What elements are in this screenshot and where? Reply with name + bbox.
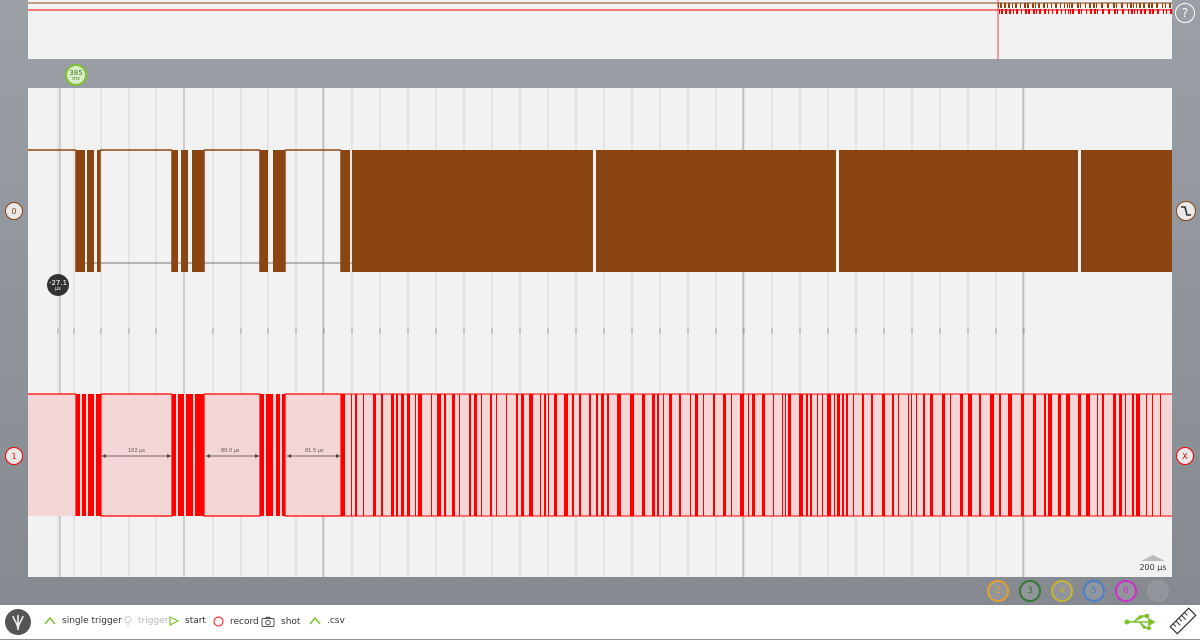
- timescale-indicator[interactable]: 200 µs: [1138, 555, 1168, 572]
- channel-1-remove-button[interactable]: X: [1176, 447, 1194, 465]
- app-logo: [5, 609, 31, 635]
- channel-select-label: 2: [995, 586, 1001, 596]
- waveform-panel[interactable]: 102 µs 80.0 µs 81.5 µs: [28, 88, 1172, 577]
- record-label: record: [230, 616, 259, 627]
- time-marker-value: 385: [69, 68, 83, 77]
- time-marker-unit: ms: [72, 75, 80, 82]
- channel-select-label: 3: [1027, 586, 1033, 596]
- channel-1-label: 1: [11, 451, 17, 461]
- play-icon: [169, 616, 179, 626]
- help-icon: ?: [1181, 6, 1189, 20]
- pulse-measurement-2: 80.0 µs: [221, 448, 240, 454]
- shot-label: shot: [281, 616, 301, 627]
- channel-select-label: 4: [1059, 586, 1065, 596]
- time-marker-primary[interactable]: 385 ms: [65, 64, 87, 86]
- channel-7-select-button[interactable]: 7: [1147, 580, 1169, 602]
- timescale-triangle-icon: [1141, 555, 1165, 561]
- channel-1-button[interactable]: 1: [5, 447, 23, 465]
- camera-icon: [261, 616, 275, 627]
- close-icon: X: [1182, 451, 1188, 461]
- csv-label: .csv: [327, 616, 345, 626]
- waveform-canvas: [28, 88, 1172, 577]
- falling-edge-trigger-icon: [1181, 206, 1191, 216]
- channel-select-label: 7: [1155, 586, 1161, 596]
- start-button[interactable]: start: [169, 616, 206, 626]
- channel-0-button[interactable]: 0: [5, 202, 23, 220]
- time-marker-value: -27.1: [48, 278, 68, 287]
- bottom-toolbar: [0, 605, 1200, 639]
- export-csv-button[interactable]: .csv: [309, 616, 345, 626]
- overview-panel[interactable]: [28, 0, 1172, 59]
- channel-2-select-button[interactable]: 2: [987, 580, 1009, 602]
- time-marker-secondary[interactable]: -27.1 µs: [47, 274, 69, 296]
- channel-5-select-button[interactable]: 5: [1083, 580, 1105, 602]
- single-trigger-label: single trigger: [62, 616, 122, 626]
- help-button[interactable]: ?: [1175, 3, 1195, 23]
- trigger-label: trigger: [138, 616, 169, 626]
- screenshot-button[interactable]: shot: [261, 616, 300, 627]
- trigger-button[interactable]: trigger: [124, 616, 168, 626]
- rising-edge-icon: [44, 617, 56, 625]
- time-marker-unit: µs: [55, 285, 61, 292]
- rising-edge-icon: [309, 617, 321, 625]
- lightbulb-icon: [124, 616, 132, 626]
- pulse-measurement-1: 102 µs: [128, 448, 145, 454]
- record-button[interactable]: record: [213, 616, 259, 627]
- timescale-label: 200 µs: [1139, 563, 1167, 572]
- channel-select-label: 6: [1123, 586, 1129, 596]
- pulse-measurement-3: 81.5 µs: [305, 448, 324, 454]
- start-label: start: [185, 616, 206, 626]
- single-trigger-toggle[interactable]: single trigger: [44, 616, 122, 626]
- channel-4-select-button[interactable]: 4: [1051, 580, 1073, 602]
- channel-3-select-button[interactable]: 3: [1019, 580, 1041, 602]
- channel-6-select-button[interactable]: 6: [1115, 580, 1137, 602]
- channel-select-label: 5: [1091, 586, 1097, 596]
- overview-waveform: [28, 0, 1172, 59]
- record-icon: [213, 616, 224, 627]
- ruler-tool-button[interactable]: [1168, 606, 1198, 636]
- channel-0-trigger-button[interactable]: [1176, 201, 1196, 221]
- ruler-icon: [1169, 607, 1197, 635]
- channel-0-label: 0: [11, 206, 17, 216]
- usb-connection-icon: [1124, 614, 1160, 634]
